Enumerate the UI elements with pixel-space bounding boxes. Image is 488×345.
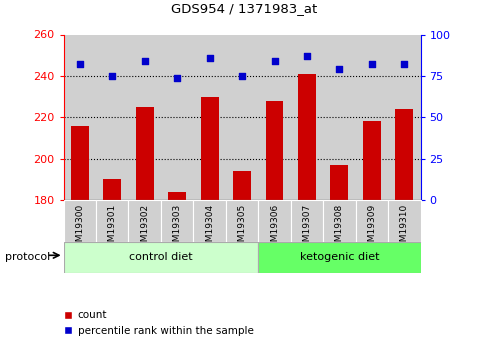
Point xyxy=(238,73,245,79)
Text: GSM19309: GSM19309 xyxy=(366,204,376,253)
Point xyxy=(400,61,407,67)
Bar xyxy=(297,74,315,200)
FancyBboxPatch shape xyxy=(290,200,323,242)
FancyBboxPatch shape xyxy=(225,200,258,242)
FancyBboxPatch shape xyxy=(387,200,420,242)
Bar xyxy=(103,179,121,200)
Text: GDS954 / 1371983_at: GDS954 / 1371983_at xyxy=(171,2,317,15)
Bar xyxy=(233,171,250,200)
Bar xyxy=(168,192,186,200)
FancyBboxPatch shape xyxy=(128,200,161,242)
Text: GSM19303: GSM19303 xyxy=(172,204,181,253)
Text: GSM19304: GSM19304 xyxy=(204,204,214,253)
Bar xyxy=(63,34,96,200)
Text: control diet: control diet xyxy=(129,252,192,262)
Point xyxy=(108,73,116,79)
Point xyxy=(367,61,375,67)
FancyBboxPatch shape xyxy=(258,200,290,242)
Point xyxy=(173,75,181,80)
Text: GSM19308: GSM19308 xyxy=(334,204,343,253)
Bar xyxy=(258,34,290,200)
Point xyxy=(335,67,343,72)
FancyBboxPatch shape xyxy=(258,241,420,273)
FancyBboxPatch shape xyxy=(96,200,128,242)
Bar xyxy=(355,34,387,200)
Point xyxy=(76,61,83,67)
Bar xyxy=(161,34,193,200)
FancyBboxPatch shape xyxy=(161,200,193,242)
Bar xyxy=(330,165,347,200)
Text: GSM19307: GSM19307 xyxy=(302,204,311,253)
Text: GSM19300: GSM19300 xyxy=(75,204,84,253)
Bar xyxy=(265,101,283,200)
Bar xyxy=(362,121,380,200)
Bar xyxy=(290,34,323,200)
Text: GSM19302: GSM19302 xyxy=(140,204,149,253)
FancyBboxPatch shape xyxy=(323,200,355,242)
Text: GSM19306: GSM19306 xyxy=(269,204,279,253)
Text: protocol: protocol xyxy=(5,252,50,262)
Text: GSM19305: GSM19305 xyxy=(237,204,246,253)
FancyBboxPatch shape xyxy=(355,200,387,242)
Bar xyxy=(387,34,420,200)
Bar xyxy=(193,34,225,200)
Bar xyxy=(323,34,355,200)
Text: ketogenic diet: ketogenic diet xyxy=(299,252,378,262)
Bar xyxy=(96,34,128,200)
Text: GSM19301: GSM19301 xyxy=(107,204,117,253)
FancyBboxPatch shape xyxy=(63,200,96,242)
Point xyxy=(270,58,278,64)
Point xyxy=(303,53,310,59)
Bar xyxy=(200,97,218,200)
Bar xyxy=(71,126,88,200)
FancyBboxPatch shape xyxy=(193,200,225,242)
Text: GSM19310: GSM19310 xyxy=(399,204,408,253)
FancyBboxPatch shape xyxy=(63,241,258,273)
Bar xyxy=(128,34,161,200)
Bar xyxy=(395,109,412,200)
Point xyxy=(141,58,148,64)
Bar xyxy=(225,34,258,200)
Legend: count, percentile rank within the sample: count, percentile rank within the sample xyxy=(59,306,257,340)
Bar xyxy=(136,107,153,200)
Point xyxy=(205,55,213,60)
